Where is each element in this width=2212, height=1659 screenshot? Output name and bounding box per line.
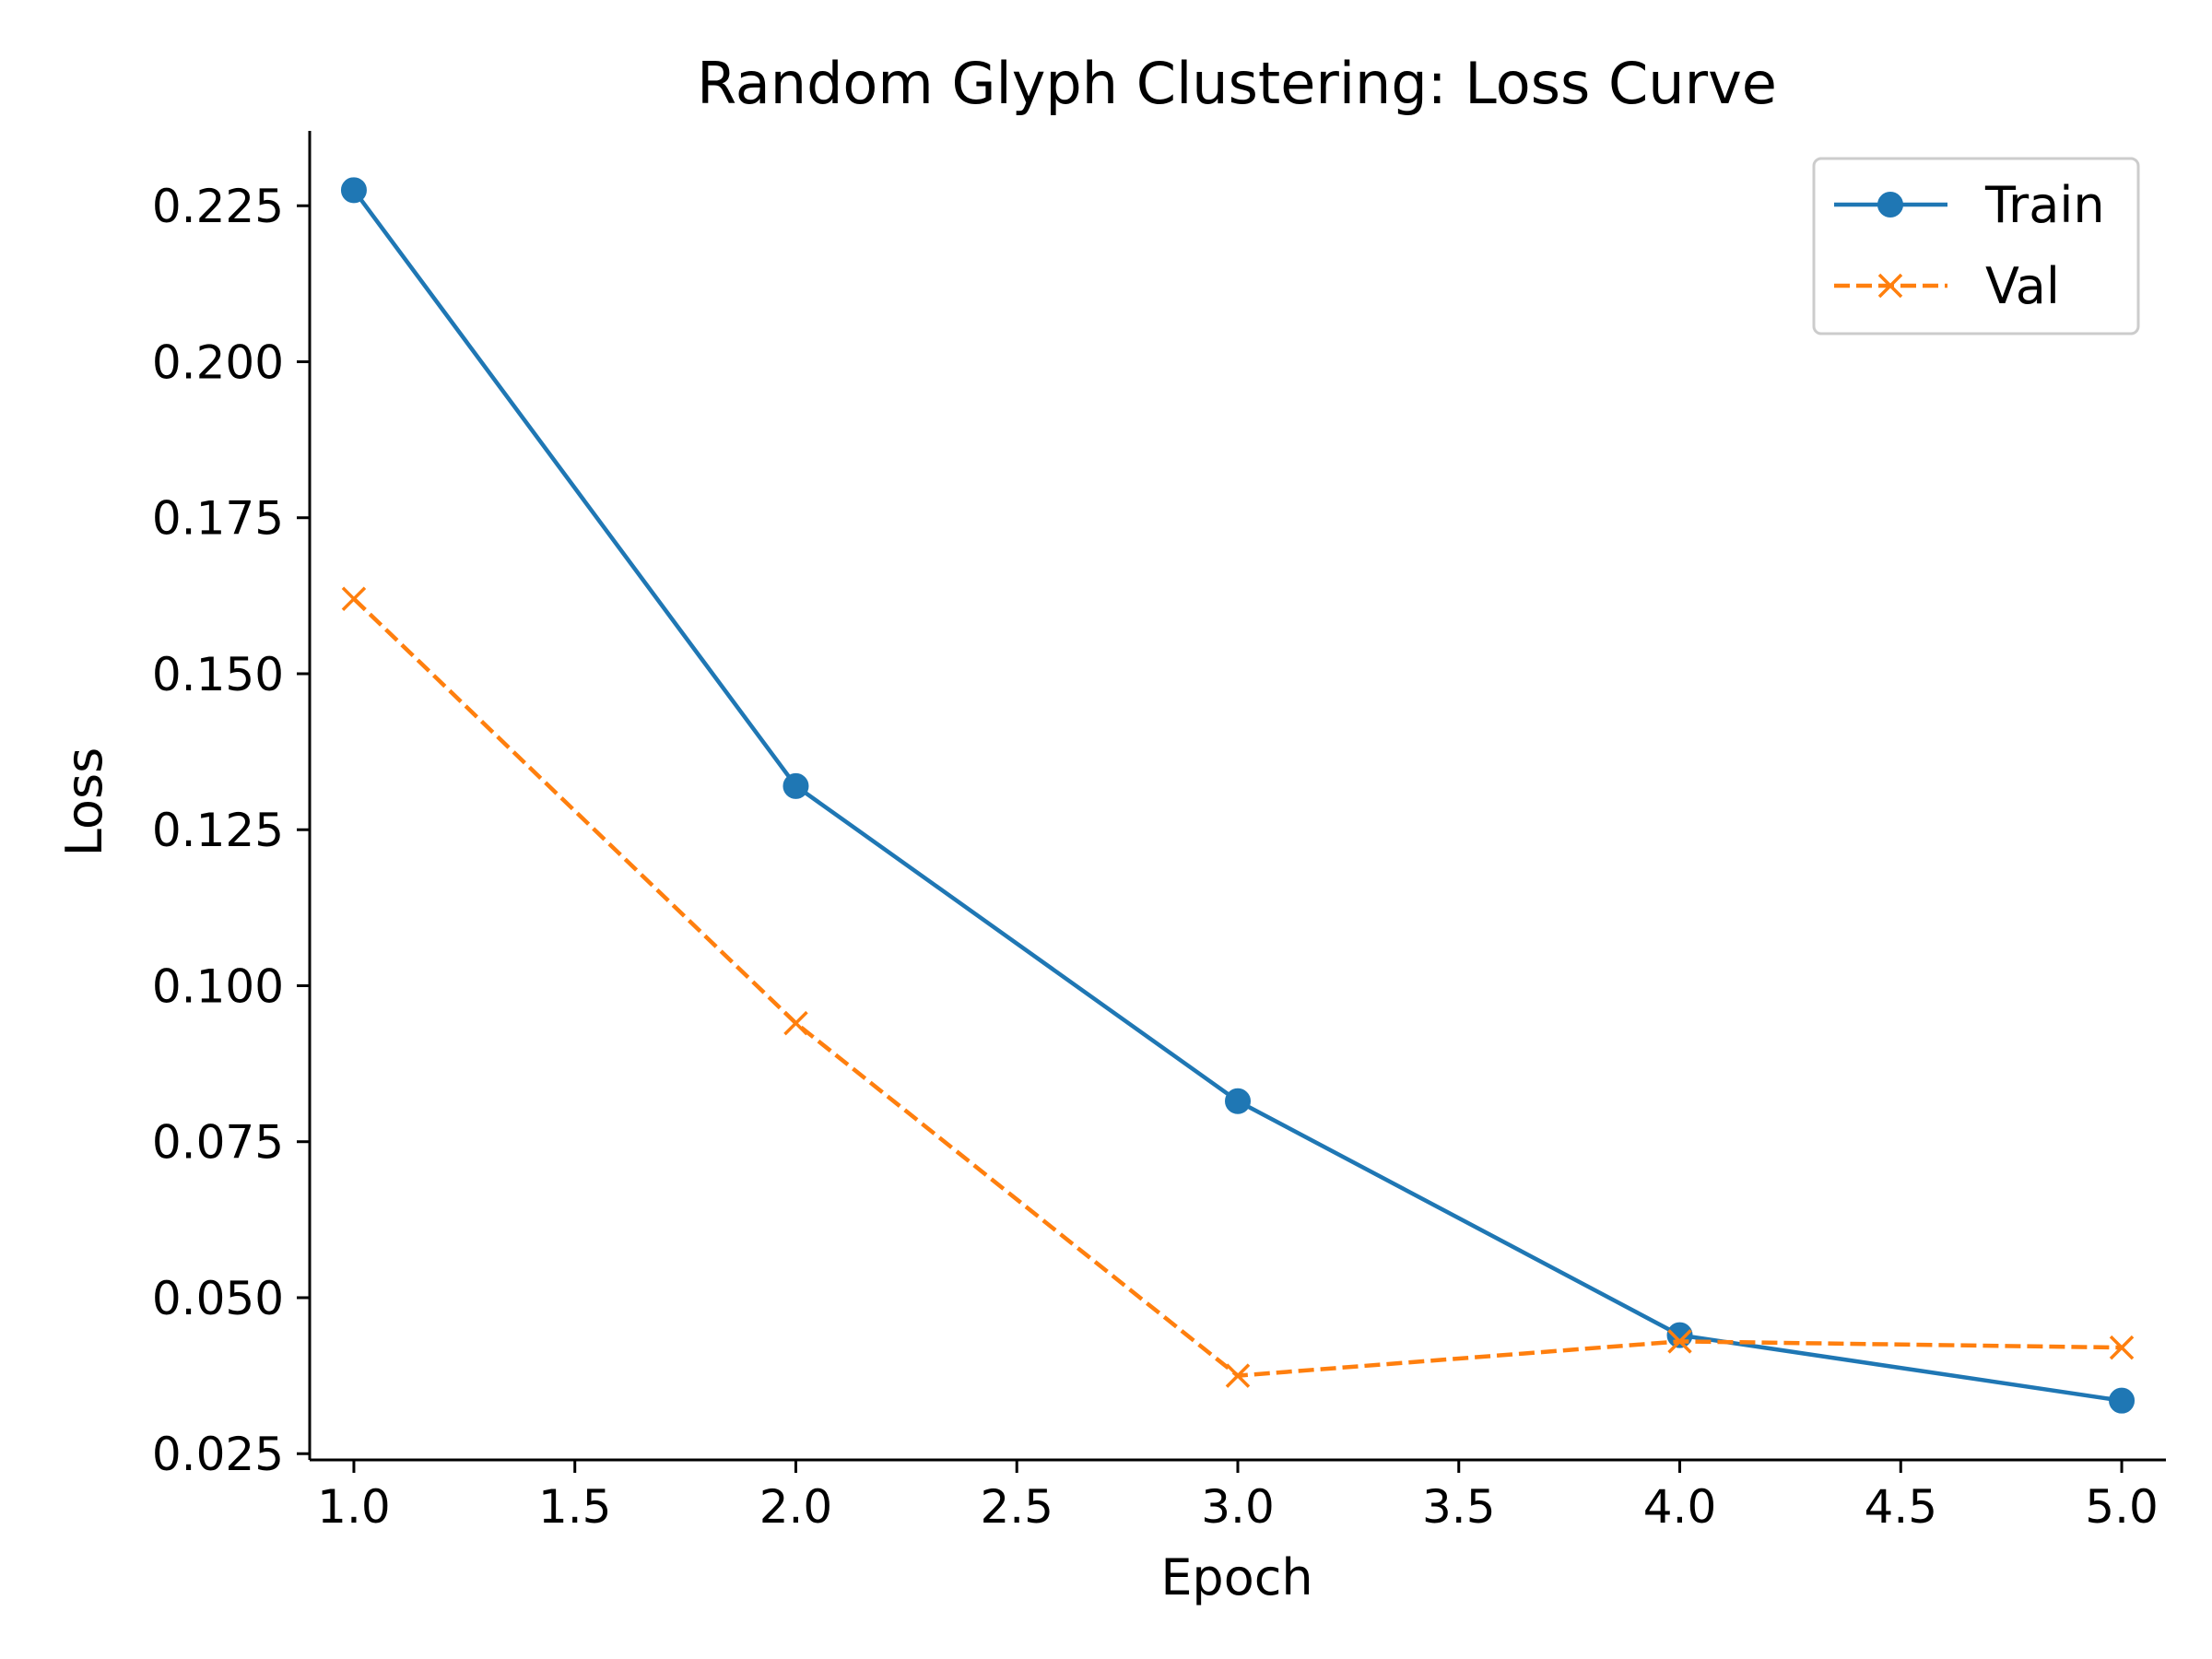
y-tick-label: 0.075: [152, 1116, 284, 1170]
legend: Train Val: [1812, 157, 2140, 335]
x-marker-stroke: [2109, 1335, 2135, 1360]
x-tick-label: 5.0: [2085, 1480, 2159, 1534]
x-axis-label: Epoch: [1160, 1548, 1312, 1606]
y-tick-label: 0.125: [152, 804, 284, 857]
x-tick-label: 3.5: [1422, 1480, 1496, 1534]
x-marker-stroke: [341, 586, 367, 611]
series-val: [341, 586, 2135, 1388]
ticks: 1.0 1.5 2.0 2.5 3.0 3.5 4.0 4.5 5.0 0.025 0.050 0.0…: [152, 180, 2159, 1534]
x-marker-stroke: [783, 1010, 808, 1036]
legend-swatch-marker: [1877, 192, 1903, 218]
train-point: [1225, 1088, 1251, 1114]
legend-item-val: Val: [1834, 257, 2060, 315]
legend-label: Val: [1985, 257, 2060, 315]
x-marker-stroke: [1667, 1329, 1692, 1354]
x-tick-label: 1.0: [317, 1480, 391, 1534]
y-tick-label: 0.150: [152, 648, 284, 701]
x-marker-stroke: [1877, 273, 1903, 299]
y-tick-label: 0.200: [152, 335, 284, 389]
train-point: [782, 772, 809, 799]
train-point: [2109, 1387, 2136, 1414]
x-marker-stroke: [1225, 1363, 1251, 1388]
x-tick-label: 4.5: [1865, 1480, 1938, 1534]
val-point: [783, 1010, 808, 1036]
x-tick-label: 3.0: [1201, 1480, 1275, 1534]
x-tick-label: 2.0: [759, 1480, 833, 1534]
val-point: [1667, 1329, 1692, 1354]
val-point: [2109, 1335, 2135, 1360]
legend-swatch-marker: [1877, 273, 1903, 299]
y-axis-label: Loss: [55, 747, 113, 856]
y-tick-label: 0.050: [152, 1272, 284, 1325]
x-tick-label: 4.0: [1643, 1480, 1717, 1534]
legend-label: Train: [1984, 176, 2105, 234]
y-tick-label: 0.225: [152, 180, 284, 233]
legend-item-train: Train: [1834, 176, 2105, 234]
y-tick-label: 0.025: [152, 1428, 284, 1481]
x-tick-label: 2.5: [980, 1480, 1053, 1534]
x-tick-label: 1.5: [538, 1480, 612, 1534]
chart-title: Random Glyph Clustering: Loss Curve: [697, 50, 1777, 117]
series-lines: [340, 177, 2136, 1414]
y-tick-label: 0.175: [152, 492, 284, 546]
val-point: [1225, 1363, 1251, 1388]
train-point: [340, 177, 367, 204]
y-tick-label: 0.100: [152, 959, 284, 1013]
val-point: [341, 586, 367, 611]
